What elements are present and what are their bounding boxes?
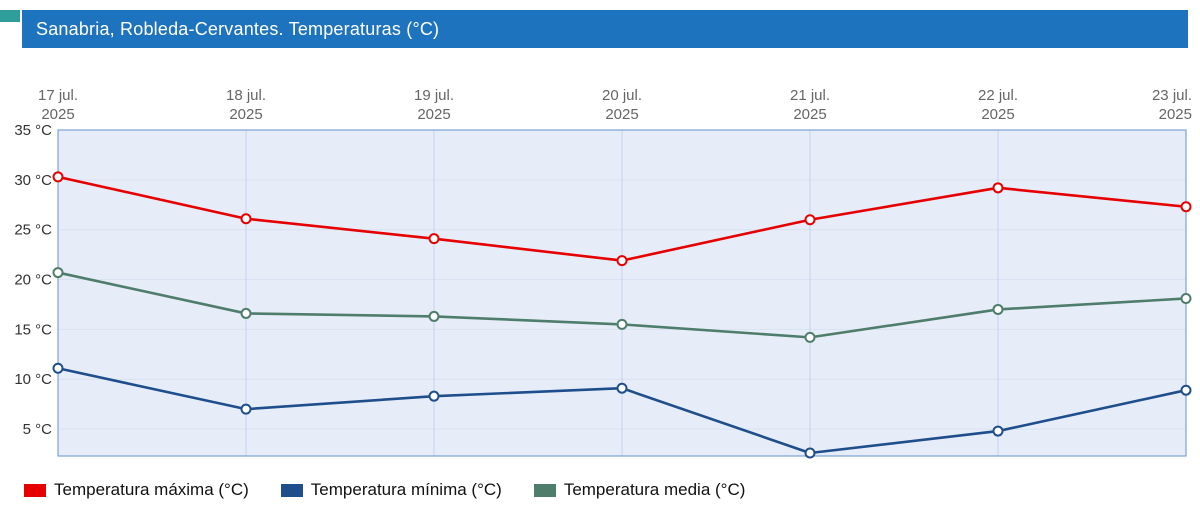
y-axis-label: 15 °C [14,321,52,338]
x-axis-label-year: 2025 [1159,106,1192,123]
series-temperatura-minima-point[interactable] [428,390,440,402]
legend-swatch-temperatura-maxima [24,483,46,497]
corner-accent [0,10,20,22]
series-temperatura-minima-point[interactable] [52,362,64,374]
series-temperatura-minima-point[interactable] [616,382,628,394]
x-axis-label-day: 17 jul. [38,87,78,104]
x-axis-label-day: 18 jul. [226,87,266,104]
x-axis-label-year: 2025 [793,106,826,123]
x-axis-label-year: 2025 [417,106,450,123]
legend-label: Temperatura mínima (°C) [310,480,502,499]
series-temperatura-minima-point[interactable] [992,425,1004,437]
series-temperatura-media-point[interactable] [428,310,440,322]
legend-label: Temperatura media (°C) [563,480,746,499]
y-axis-label: 10 °C [14,371,52,388]
series-temperatura-maxima-point[interactable] [240,213,252,225]
chart-title-bar: Sanabria, Robleda-Cervantes. Temperatura… [22,10,1188,48]
series-temperatura-media-point[interactable] [1180,292,1192,304]
x-axis-label-year: 2025 [981,106,1014,123]
legend-item-temperatura-minima[interactable]: Temperatura mínima (°C) [280,480,502,500]
series-temperatura-media-point[interactable] [616,318,628,330]
legend-swatch-temperatura-media [533,483,556,497]
chart-title: Sanabria, Robleda-Cervantes. Temperatura… [36,19,440,39]
chart: 35 °C 30 °C 25 °C 20 °C 15 °C 10 °C 5 °C 17 jul… [0,80,1200,462]
series-temperatura-minima-point[interactable] [240,403,252,415]
series-temperatura-media-point[interactable] [240,307,252,319]
series-temperatura-maxima-point[interactable] [616,255,628,267]
y-axis-label: 20 °C [14,272,52,289]
x-axis-label-year: 2025 [41,106,74,123]
legend-label: Temperatura máxima (°C) [54,480,249,499]
y-axis-label: 30 °C [14,172,52,189]
series-temperatura-maxima-point[interactable] [428,233,440,245]
legend: Temperatura máxima (°C) Temperatura mínim… [24,480,1200,500]
y-axis-label: 35 °C [14,122,52,139]
legend-item-temperatura-maxima[interactable]: Temperatura máxima (°C) [24,480,249,500]
x-axis-label-year: 2025 [229,106,262,123]
series-temperatura-media-point[interactable] [52,267,64,279]
series-temperatura-minima-point[interactable] [1180,384,1192,396]
legend-swatch-temperatura-minima [280,483,303,497]
legend-item-temperatura-media[interactable]: Temperatura media (°C) [533,480,746,500]
x-axis-label-day: 23 jul. [1152,87,1192,104]
series-temperatura-media-point[interactable] [992,303,1004,315]
series-temperatura-media-point[interactable] [804,331,816,343]
x-axis-label-day: 19 jul. [414,87,454,104]
temperature-line-chart: 35 °C 30 °C 25 °C 20 °C 15 °C 10 °C 5 °C 17 jul… [14,87,1192,459]
series-temperatura-maxima-point[interactable] [52,171,64,183]
y-axis-label: 5 °C [23,421,53,438]
x-axis-label-day: 20 jul. [602,87,642,104]
y-axis-label: 25 °C [14,222,52,239]
series-temperatura-maxima-point[interactable] [1180,201,1192,213]
series-temperatura-maxima-point[interactable] [804,214,816,226]
series-temperatura-minima-point[interactable] [804,447,816,459]
series-temperatura-maxima-point[interactable] [992,182,1004,194]
x-axis-label-day: 21 jul. [790,87,830,104]
x-axis-label-year: 2025 [605,106,638,123]
weather-widget: Sanabria, Robleda-Cervantes. Temperatura… [0,10,1200,512]
x-axis-label-day: 22 jul. [978,87,1018,104]
